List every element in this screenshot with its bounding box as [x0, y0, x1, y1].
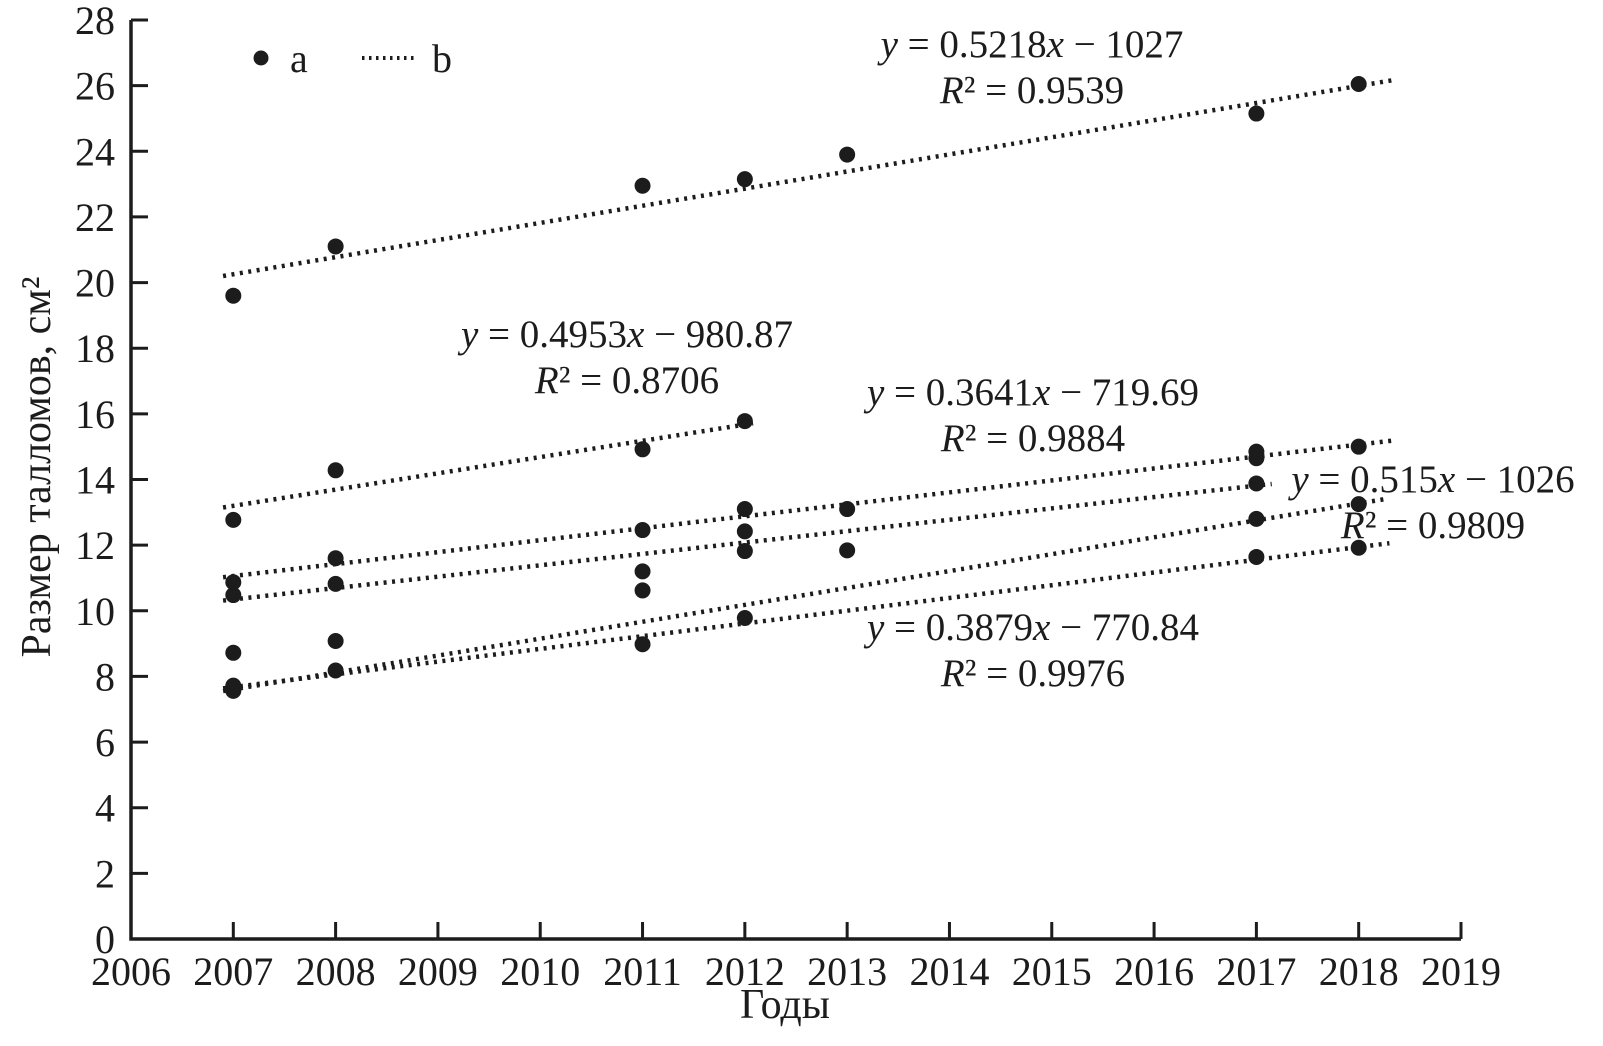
x-tick-label: 2010 [500, 949, 580, 994]
y-tick-label: 12 [75, 523, 115, 568]
x-tick-label: 2008 [296, 949, 376, 994]
y-tick-label: 4 [95, 786, 115, 831]
data-point [225, 682, 242, 699]
trend-line [222, 77, 1395, 279]
x-tick-label: 2015 [1012, 949, 1092, 994]
x-tick-label: 2014 [909, 949, 989, 994]
data-point [736, 171, 753, 188]
data-point [225, 511, 242, 528]
trendline-equation-label: y = 0.5218x − 1027 R² = 0.9539 [880, 23, 1184, 112]
x-tick-label: 2006 [91, 949, 171, 994]
x-tick-label: 2007 [193, 949, 273, 994]
data-point [1350, 539, 1367, 556]
y-tick-label: 16 [75, 392, 115, 437]
data-point [634, 563, 651, 580]
y-tick-label: 0 [95, 917, 115, 962]
data-point [327, 662, 344, 679]
y-tick-label: 14 [75, 458, 115, 503]
trendline-equation-label: y = 0.515x − 1026 R² = 0.9809 [1291, 458, 1575, 547]
trendline-equation-label: y = 0.3879x − 770.84 R² = 0.9976 [866, 606, 1200, 695]
trend-line [222, 438, 1395, 580]
x-tick-label: 2017 [1216, 949, 1296, 994]
axis-spines [129, 20, 1461, 941]
legend-dot-marker [253, 50, 269, 66]
legend-label-a: a [290, 36, 308, 81]
data-point [634, 441, 651, 458]
y-tick-label: 28 [75, 0, 115, 43]
y-tick-label: 18 [75, 326, 115, 371]
data-point [1350, 76, 1367, 93]
data-point [736, 523, 753, 540]
y-axis-title: Размер талломов, см² [14, 276, 60, 658]
data-point [634, 522, 651, 539]
data-point [1350, 438, 1367, 455]
data-point [225, 587, 242, 604]
trend-line [222, 497, 1385, 694]
x-tick-label: 2012 [705, 949, 785, 994]
data-point [634, 582, 651, 599]
data-point [736, 543, 753, 560]
data-point [634, 177, 651, 194]
x-axis-title: Годы [740, 982, 830, 1028]
y-tick-label: 24 [75, 129, 115, 174]
data-point [1248, 510, 1265, 527]
data-point [327, 462, 344, 479]
data-point [839, 542, 856, 559]
data-point [327, 632, 344, 649]
data-point [1248, 105, 1265, 122]
trend-line [222, 421, 754, 510]
data-point [839, 146, 856, 163]
y-tick-label: 2 [95, 851, 115, 896]
x-tick-label: 2009 [398, 949, 478, 994]
data-point [327, 550, 344, 567]
data-point [839, 501, 856, 518]
data-point [1248, 548, 1265, 565]
data-point [327, 575, 344, 592]
data-point [1248, 450, 1265, 467]
x-tick-label: 2011 [603, 949, 682, 994]
y-tick-label: 6 [95, 720, 115, 765]
x-tick-label: 2016 [1114, 949, 1194, 994]
data-point [736, 413, 753, 430]
trendline-equation-label: y = 0.3641x − 719.69 R² = 0.9884 [866, 371, 1200, 460]
data-point [1350, 496, 1367, 513]
y-tick-label: 10 [75, 589, 115, 634]
data-point [327, 238, 344, 255]
data-point [634, 636, 651, 653]
x-tick-label: 2013 [807, 949, 887, 994]
y-tick-label: 26 [75, 64, 115, 109]
data-point [1248, 475, 1265, 492]
trend-line [222, 540, 1390, 691]
y-tick-label: 22 [75, 195, 115, 240]
trendline-equation-label: y = 0.4953x − 980.87 R² = 0.8706 [460, 313, 794, 402]
y-tick-label: 20 [75, 261, 115, 306]
legend-label-b: b [432, 36, 452, 81]
data-point [225, 287, 242, 304]
data-point [225, 644, 242, 661]
x-tick-label: 2019 [1421, 949, 1501, 994]
data-point [225, 574, 242, 591]
data-point [736, 610, 753, 627]
trend-line [222, 481, 1272, 603]
x-tick-label: 2018 [1319, 949, 1399, 994]
data-point [736, 501, 753, 518]
y-tick-label: 8 [95, 654, 115, 699]
